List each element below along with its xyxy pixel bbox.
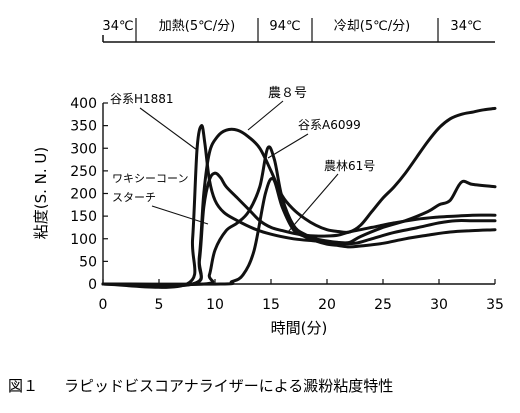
label-tanikei-a6099: 谷系A6099 bbox=[298, 118, 361, 132]
y-tick-label: 100 bbox=[70, 232, 97, 248]
timeline-label-34-start: 34℃ bbox=[102, 19, 133, 34]
x-tick-label: 15 bbox=[262, 297, 280, 313]
y-tick-group: 0 50 100 150 200 250 300 350 400 bbox=[70, 96, 108, 293]
y-tick-label: 350 bbox=[70, 119, 97, 135]
x-tick-label: 35 bbox=[486, 297, 504, 313]
leader-tanikei-h1881 bbox=[139, 107, 198, 151]
x-tick-label: 30 bbox=[430, 297, 448, 313]
timeline-label-heating: 加熱(5℃/分) bbox=[159, 19, 235, 34]
timeline-label-cooling: 冷却(5℃/分) bbox=[334, 19, 410, 34]
y-tick-label: 50 bbox=[79, 254, 97, 270]
series-line-4 bbox=[101, 177, 497, 286]
label-tanikei-h1881: 谷系H1881 bbox=[110, 92, 174, 106]
x-axis-label: 時間(分) bbox=[271, 319, 328, 337]
x-tick-group: 0 5 10 15 20 25 30 35 bbox=[99, 279, 504, 313]
y-tick-label: 250 bbox=[70, 164, 97, 180]
leader-nourin61 bbox=[287, 173, 339, 233]
x-tick-label: 20 bbox=[318, 297, 336, 313]
series-line-2 bbox=[101, 106, 497, 288]
x-tick-label: 25 bbox=[374, 297, 392, 313]
y-tick-label: 400 bbox=[70, 96, 97, 112]
label-nourin61: 農林61号 bbox=[324, 159, 375, 173]
label-starch: スターチ bbox=[112, 191, 156, 204]
y-tick-label: 300 bbox=[70, 141, 97, 157]
leader-nou8 bbox=[247, 100, 284, 131]
figure-number: 図１ bbox=[8, 377, 38, 395]
timeline-label-34-end: 34℃ bbox=[450, 19, 481, 34]
leader-tanikei-a6099 bbox=[267, 133, 309, 159]
x-tick-label: 10 bbox=[206, 297, 224, 313]
series-group bbox=[101, 106, 497, 289]
y-tick-label: 200 bbox=[70, 187, 97, 203]
series-line-1 bbox=[101, 124, 497, 289]
y-axis-label: 粘度(S. N. U) bbox=[32, 147, 50, 240]
timeline-bar: 34℃ 加熱(5℃/分) 94℃ 冷却(5℃/分) 34℃ bbox=[102, 18, 495, 43]
label-waxy-corn: ワキシーコーン bbox=[112, 172, 188, 185]
y-tick-label: 150 bbox=[70, 209, 97, 225]
y-tick-label: 0 bbox=[88, 277, 97, 293]
series-line-5 bbox=[101, 171, 497, 288]
series-labels: 谷系H1881 農８号 谷系A6099 農林61号 ワキシーコーン スターチ bbox=[110, 86, 375, 233]
x-tick-label: 5 bbox=[155, 297, 164, 313]
timeline-label-94: 94℃ bbox=[269, 19, 300, 34]
leader-waxy-corn-starch bbox=[151, 205, 209, 225]
x-tick-label: 0 bbox=[99, 297, 108, 313]
label-nou8: 農８号 bbox=[268, 86, 307, 101]
figure-caption: ラピッドビスコアナライザーによる澱粉粘度特性 bbox=[64, 377, 393, 395]
